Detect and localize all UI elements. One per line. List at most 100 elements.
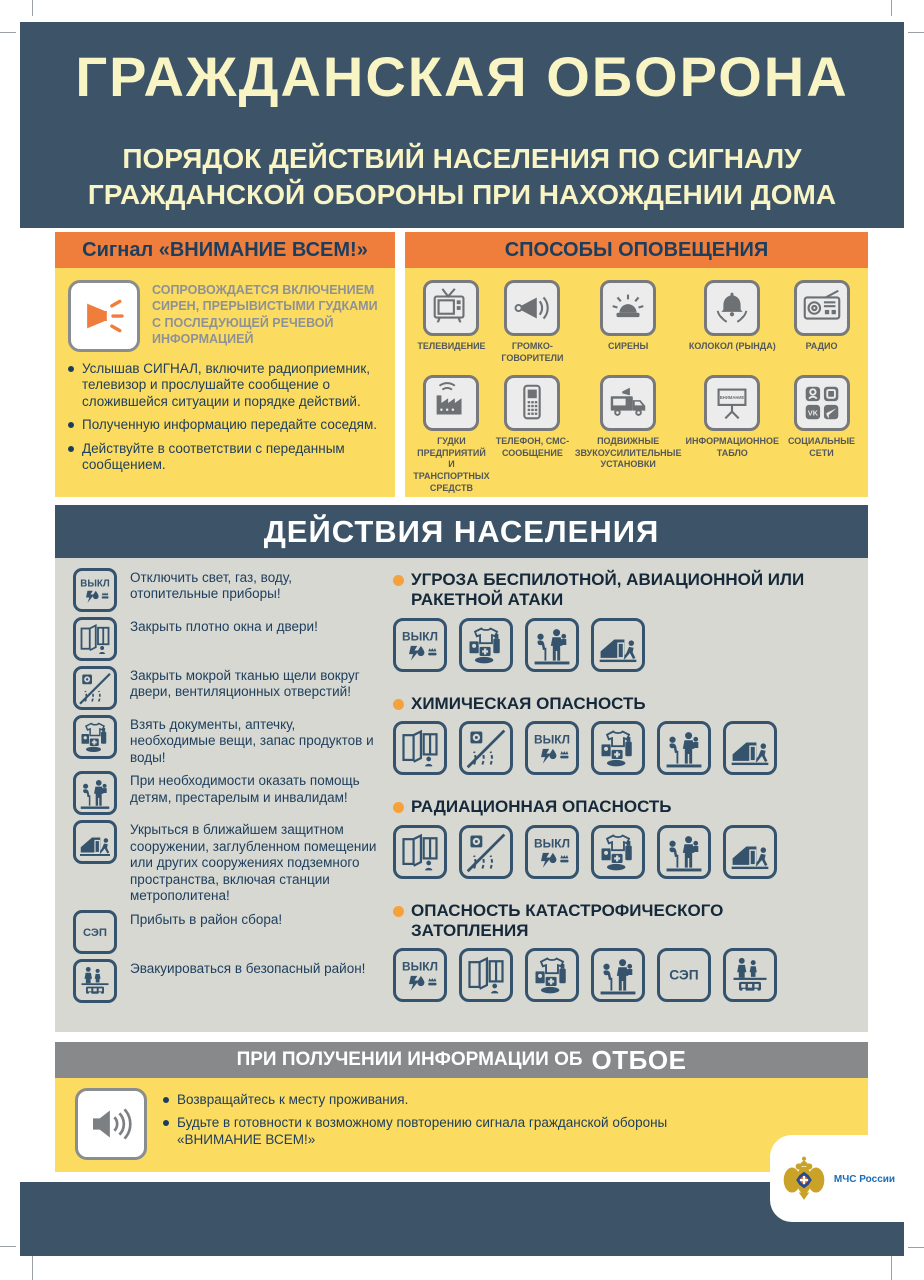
action-item-text: Закрыть плотно окна и двери! [130, 619, 318, 634]
phone-sms-icon [504, 374, 561, 431]
scenario-title: УГРОЗА БЕСПИЛОТНОЙ, АВИАЦИОННОЙ ИЛИ РАКЕ… [411, 570, 805, 610]
notify-method: ГРОМКО-ГОВОРИТЕЛИ [494, 280, 571, 367]
scenario-title: РАДИАЦИОННАЯ ОПАСНОСТЬ [411, 797, 672, 817]
bullet-dot-icon [163, 1120, 169, 1127]
notify-method: СОЦИАЛЬНЫЕ СЕТИ [783, 374, 860, 497]
take-supplies-icon [591, 721, 645, 776]
notify-method: КОЛОКОЛ (РЫНДА) [685, 280, 779, 367]
bullet-dot-icon [68, 445, 74, 452]
bullet-text: Полученную информацию передайте соседям. [82, 417, 378, 433]
action-item-text: Прибыть в район сбора! [130, 911, 283, 927]
signal-bullet-list: Услышав СИГНАЛ, включите радиоприемник, … [68, 361, 382, 474]
power-off-icon [73, 568, 117, 612]
scenario-title: ХИМИЧЕСКАЯ ОПАСНОСТЬ [411, 693, 646, 713]
power-off-icon [525, 721, 579, 776]
mchs-logo-label: МЧС России [833, 1173, 896, 1185]
notification-methods-panel: СПОСОБЫ ОПОВЕЩЕНИЯ ТЕЛЕВИДЕНИЕ ГРОМКО-ГОВ… [405, 232, 868, 497]
action-item-text: Эвакуироваться в безопасный район! [130, 960, 366, 976]
close-windows-icon [73, 617, 117, 661]
crop-mark [32, 1254, 33, 1280]
notify-method-label: СИРЕНЫ [608, 341, 649, 351]
notify-method-label: СОЦИАЛЬНЫЕ СЕТИ [788, 435, 856, 458]
notify-method: СИРЕНЫ [575, 280, 682, 367]
notify-method-label: ИНФОРМАЦИОННОЕ ТАБЛО [685, 435, 780, 458]
bullet-dot-icon [68, 422, 74, 429]
notify-panel-header: СПОСОБЫ ОПОВЕЩЕНИЯ [405, 232, 868, 268]
scenario-icon-row [393, 948, 858, 1003]
take-supplies-icon [591, 824, 645, 879]
action-item: Отключить свет, газ, воду, отопительные … [73, 568, 379, 612]
notify-method-label: ГУДКИ ПРЕДПРИЯТИЙ И ТРАНСПОРТНЫХ СРЕДСТВ [413, 435, 490, 493]
scenario-icon-row [393, 721, 858, 776]
radio-icon [793, 280, 850, 336]
scenario-header: ОПАСНОСТЬ КАТАСТРОФИЧЕСКОГО ЗАТОПЛЕНИЯ [393, 901, 858, 942]
crop-mark [908, 1247, 924, 1248]
sep-icon [657, 948, 711, 1003]
actions-instruction-list: Отключить свет, газ, воду, отопительные … [73, 568, 379, 1032]
bullet-dot-icon [68, 366, 74, 372]
mchs-logo-badge: МЧС России [770, 1136, 904, 1222]
signal-panel: Сигнал «ВНИМАНИЕ ВСЕМ!» СОПРОВОЖДАЕТСЯ В… [55, 232, 395, 497]
crop-mark [0, 32, 16, 33]
help-people-icon [657, 824, 711, 879]
take-supplies-icon [525, 948, 579, 1003]
power-off-icon [393, 617, 447, 672]
scenario-title: ОПАСНОСТЬ КАТАСТРОФИЧЕСКОГО ЗАТОПЛЕНИЯ [411, 900, 724, 940]
evacuate-icon [73, 958, 117, 1003]
scenario-icon-row [393, 617, 858, 672]
seal-vents-icon [459, 824, 513, 879]
notify-method: РАДИО [783, 280, 860, 367]
take-supplies-icon [73, 715, 117, 759]
shelter-icon [73, 820, 117, 865]
close-windows-icon [459, 948, 513, 1003]
action-item-text: Взять документы, аптечку, необходимые ве… [130, 717, 374, 765]
notify-method-label: ТЕЛЕФОН, СМС-СООБЩЕНИЕ [495, 435, 570, 458]
help-people-icon [657, 721, 711, 776]
power-off-icon [525, 824, 579, 879]
close-windows-icon [393, 721, 447, 776]
signal-description: СОПРОВОЖДАЕТСЯ ВКЛЮЧЕНИЕМ СИРЕН, ПРЕРЫВИ… [152, 283, 378, 346]
subtitle-line-2: ГРАЖДАНСКОЙ ОБОРОНЫ ПРИ НАХОЖДЕНИИ ДОМА [87, 179, 837, 211]
all-clear-prefix: ПРИ ПОЛУЧЕНИИ ИНФОРМАЦИИ ОБ [236, 1049, 583, 1070]
bullet-text: Будьте в готовности к возможному повторе… [177, 1115, 668, 1147]
speaker-icon [75, 1088, 147, 1160]
action-item-text: Укрыться в ближайшем защитном сооружении… [130, 822, 377, 904]
notify-method-label: КОЛОКОЛ (РЫНДА) [688, 341, 776, 351]
all-clear-content: Возвращайтесь к месту проживания. Будьте … [55, 1078, 868, 1160]
take-supplies-icon [459, 617, 513, 672]
poster-subtitle: ПОРЯДОК ДЕЙСТВИЙ НАСЕЛЕНИЯ ПО СИГНАЛУ ГР… [20, 141, 904, 214]
bullet-text: Действуйте в соответствии с переданным с… [82, 440, 345, 473]
bullet-item: Возвращайтесь к месту проживания. [163, 1092, 703, 1108]
actions-section-body: Отключить свет, газ, воду, отопительные … [55, 558, 868, 1032]
notify-method-label: ГРОМКО-ГОВОРИТЕЛИ [501, 341, 564, 363]
bell-icon [704, 280, 761, 336]
loudspeakers-icon [504, 280, 561, 336]
sound-truck-icon [600, 374, 657, 431]
seal-vents-icon [73, 666, 117, 710]
signal-description-row: СОПРОВОЖДАЕТСЯ ВКЛЮЧЕНИЕМ СИРЕН, ПРЕРЫВИ… [68, 280, 382, 352]
action-item: Закрыть мокрой тканью щели вокруг двери,… [73, 666, 379, 710]
bullet-item: Полученную информацию передайте соседям. [68, 417, 382, 433]
help-people-icon [73, 771, 117, 816]
bullet-text: Возвращайтесь к месту проживания. [177, 1092, 409, 1107]
action-item: Прибыть в район сбора! [73, 909, 379, 954]
bullet-item: Действуйте в соответствии с переданным с… [68, 441, 382, 474]
evacuate-icon [723, 948, 777, 1003]
hazard-scenario: УГРОЗА БЕСПИЛОТНОЙ, АВИАЦИОННОЙ ИЛИ РАКЕ… [393, 570, 858, 672]
info-board-icon [704, 374, 761, 431]
help-people-icon [525, 617, 579, 672]
seal-vents-icon [459, 721, 513, 776]
sirens-icon [600, 280, 657, 336]
bullet-item: Будьте в готовности к возможному повторе… [163, 1115, 703, 1148]
notify-method: ГУДКИ ПРЕДПРИЯТИЙ И ТРАНСПОРТНЫХ СРЕДСТВ [413, 374, 490, 497]
all-clear-emphasis: ОТБОЕ [591, 1044, 687, 1075]
bullet-dot-icon [393, 802, 404, 814]
bottom-band [20, 1182, 904, 1256]
signal-panel-body: СОПРОВОЖДАЕТСЯ ВКЛЮЧЕНИЕМ СИРЕН, ПРЕРЫВИ… [55, 268, 395, 497]
all-clear-band: ПРИ ПОЛУЧЕНИИ ИНФОРМАЦИИ ОБ ОТБОЕ [55, 1042, 868, 1078]
notify-method-label: ТЕЛЕВИДЕНИЕ [417, 341, 486, 351]
bullet-dot-icon [163, 1097, 169, 1103]
all-clear-panel: Возвращайтесь к месту проживания. Будьте … [55, 1078, 868, 1172]
bullet-dot-icon [393, 905, 404, 917]
